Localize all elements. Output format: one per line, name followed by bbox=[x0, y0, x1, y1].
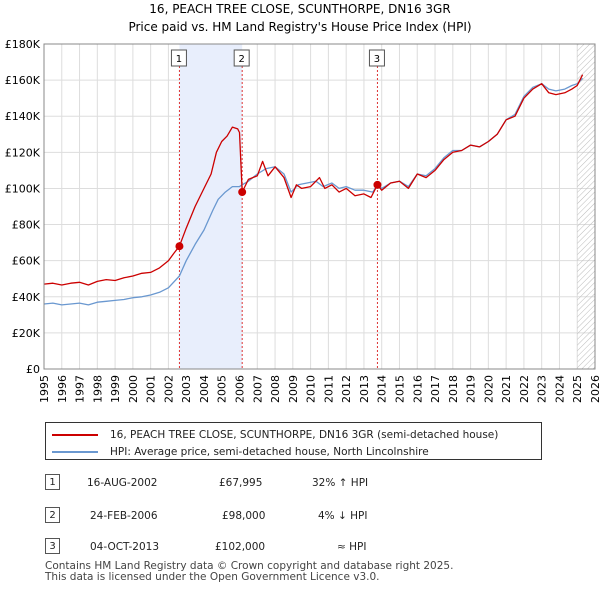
legend-label-hpi: HPI: Average price, semi-detached house,… bbox=[110, 446, 429, 458]
footer-line-licence: This data is licensed under the Open Gov… bbox=[45, 571, 380, 583]
y-tick-label: £80K bbox=[12, 219, 41, 232]
sale-marker-box bbox=[368, 49, 385, 67]
sale-hpi: 4% ↓ HPI bbox=[318, 510, 368, 522]
x-tick-label: 2024 bbox=[553, 375, 566, 403]
x-tick-label: 2009 bbox=[287, 375, 300, 403]
x-tick-label: 2023 bbox=[536, 375, 549, 403]
x-tick-label: 1998 bbox=[91, 375, 104, 403]
x-tick-label: 2025 bbox=[571, 375, 584, 403]
sale-badge: 2 bbox=[45, 507, 60, 523]
sale-marker-box bbox=[170, 49, 187, 67]
legend-item-hpi: HPI: Average price, semi-detached house,… bbox=[52, 444, 429, 460]
y-tick-label: £60K bbox=[12, 255, 41, 268]
x-tick-label: 2026 bbox=[589, 375, 600, 403]
y-tick-label: £20K bbox=[12, 327, 41, 340]
sale-hpi: 32% ↑ HPI bbox=[312, 477, 369, 489]
sale-price: £98,000 bbox=[222, 510, 266, 522]
sale-marker-label: 1 bbox=[176, 54, 182, 65]
table-row: 3 04-OCT-2013 £102,000 ≈ HPI bbox=[45, 538, 545, 558]
y-tick-label: £0 bbox=[26, 363, 40, 376]
table-row: 1 16-AUG-2002 £67,995 32% ↑ HPI bbox=[45, 474, 545, 494]
x-tick-label: 2005 bbox=[216, 375, 229, 403]
sale-hpi: ≈ HPI bbox=[337, 541, 367, 553]
footer-line-copyright: Contains HM Land Registry data © Crown c… bbox=[45, 560, 454, 572]
series-line-property bbox=[43, 74, 584, 286]
sale-date: 24-FEB-2006 bbox=[90, 510, 158, 522]
y-tick-label: £180K bbox=[5, 38, 41, 51]
x-tick-label: 2015 bbox=[393, 375, 406, 403]
legend-swatch-property bbox=[52, 434, 98, 436]
x-tick-label: 1999 bbox=[109, 375, 122, 403]
x-tick-label: 1997 bbox=[74, 375, 87, 403]
ownership-shade bbox=[179, 44, 243, 369]
legend-swatch-hpi bbox=[52, 451, 98, 453]
x-tick-label: 2008 bbox=[269, 375, 282, 403]
legend-item-property: 16, PEACH TREE CLOSE, SCUNTHORPE, DN16 3… bbox=[52, 427, 498, 443]
y-tick-label: £120K bbox=[5, 146, 41, 159]
x-tick-label: 2007 bbox=[251, 375, 264, 403]
x-tick-label: 2013 bbox=[358, 375, 371, 403]
table-row: 2 24-FEB-2006 £98,000 4% ↓ HPI bbox=[45, 507, 545, 527]
x-tick-label: 1996 bbox=[56, 375, 69, 403]
x-tick-label: 1995 bbox=[38, 375, 51, 403]
x-tick-label: 2012 bbox=[340, 375, 353, 403]
x-tick-label: 2010 bbox=[305, 375, 318, 403]
sale-badge: 1 bbox=[45, 474, 60, 490]
chart-title: 16, PEACH TREE CLOSE, SCUNTHORPE, DN16 3… bbox=[149, 2, 450, 16]
sale-point bbox=[175, 242, 184, 251]
sale-marker-label: 3 bbox=[374, 54, 380, 65]
sale-price: £67,995 bbox=[219, 477, 263, 489]
sale-date: 16-AUG-2002 bbox=[87, 477, 158, 489]
y-tick-label: £140K bbox=[5, 110, 41, 123]
plot-frame bbox=[43, 43, 596, 370]
x-tick-label: 2020 bbox=[482, 375, 495, 403]
sale-date: 04-OCT-2013 bbox=[90, 541, 159, 553]
price-chart: 16, PEACH TREE CLOSE, SCUNTHORPE, DN16 3… bbox=[5, 2, 600, 403]
x-tick-label: 2021 bbox=[500, 375, 513, 403]
sale-marker-box bbox=[233, 49, 250, 67]
series-line-hpi bbox=[43, 77, 584, 306]
x-tick-label: 2006 bbox=[234, 375, 247, 403]
x-tick-label: 2002 bbox=[162, 375, 175, 403]
x-tick-label: 2017 bbox=[429, 375, 442, 403]
x-tick-label: 2014 bbox=[376, 375, 389, 403]
future-hatch bbox=[577, 44, 595, 369]
sale-point bbox=[373, 180, 382, 189]
chart-subtitle: Price paid vs. HM Land Registry's House … bbox=[128, 20, 471, 34]
x-tick-label: 2004 bbox=[198, 375, 211, 403]
x-tick-label: 2001 bbox=[145, 375, 158, 403]
y-tick-label: £100K bbox=[5, 182, 41, 195]
legend: 16, PEACH TREE CLOSE, SCUNTHORPE, DN16 3… bbox=[45, 422, 542, 460]
x-tick-label: 2019 bbox=[465, 375, 478, 403]
x-tick-label: 2022 bbox=[518, 375, 531, 403]
sale-point bbox=[238, 188, 247, 197]
sale-price: £102,000 bbox=[215, 541, 266, 553]
footer-attribution: Contains HM Land Registry data © Crown c… bbox=[45, 561, 453, 583]
y-tick-label: £40K bbox=[12, 291, 41, 304]
legend-label-property: 16, PEACH TREE CLOSE, SCUNTHORPE, DN16 3… bbox=[110, 429, 499, 441]
sale-marker-label: 2 bbox=[238, 54, 244, 65]
y-tick-label: £160K bbox=[5, 74, 41, 87]
x-tick-label: 2018 bbox=[447, 375, 460, 403]
x-tick-label: 2003 bbox=[180, 375, 193, 403]
x-tick-label: 2000 bbox=[127, 375, 140, 403]
x-tick-label: 2011 bbox=[322, 375, 335, 403]
x-tick-label: 2016 bbox=[411, 375, 424, 403]
sale-badge: 3 bbox=[45, 538, 60, 554]
